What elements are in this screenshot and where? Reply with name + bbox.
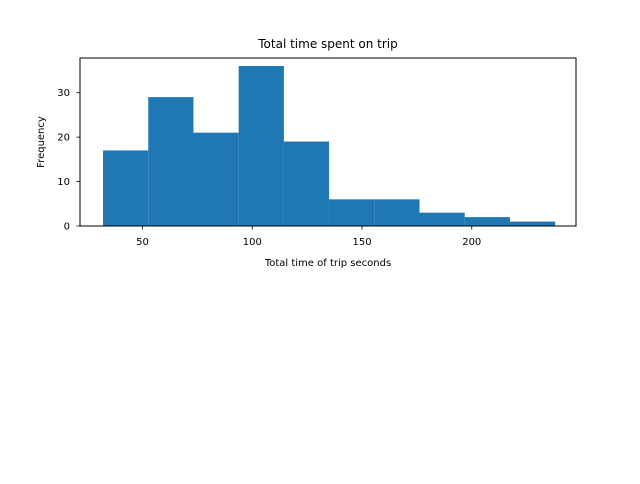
x-axis-ticks: 50 100 150 200 [136,226,481,248]
histogram-bar-4 [238,66,284,226]
histogram-bar-2 [148,97,194,226]
histogram-bar-9 [464,217,510,226]
x-tick-label-1: 50 [136,237,149,248]
x-tick-label-4: 200 [462,237,481,248]
y-tick-label-2: 10 [57,177,70,188]
bars-group [103,66,556,226]
x-tick-label-3: 150 [352,237,371,248]
histogram-bar-3 [193,132,239,226]
y-axis-label: Frequency [36,116,47,168]
plot-frame [79,57,577,227]
y-axis-ticks: 0 10 20 30 [57,88,80,233]
histogram-bar-5 [283,141,330,226]
histogram-bar-7 [374,199,420,226]
x-axis-label: Total time of trip seconds [264,258,391,269]
histogram-bar-10 [509,221,556,226]
histogram-bar-6 [329,199,375,226]
chart-title: Total time spent on trip [257,37,398,51]
histogram-bar-1 [103,150,149,226]
histogram-bar-8 [419,212,465,226]
x-tick-label-2: 100 [243,237,262,248]
y-tick-label-4: 30 [57,88,70,99]
y-tick-label-1: 0 [64,222,70,233]
y-tick-label-3: 20 [57,133,70,144]
